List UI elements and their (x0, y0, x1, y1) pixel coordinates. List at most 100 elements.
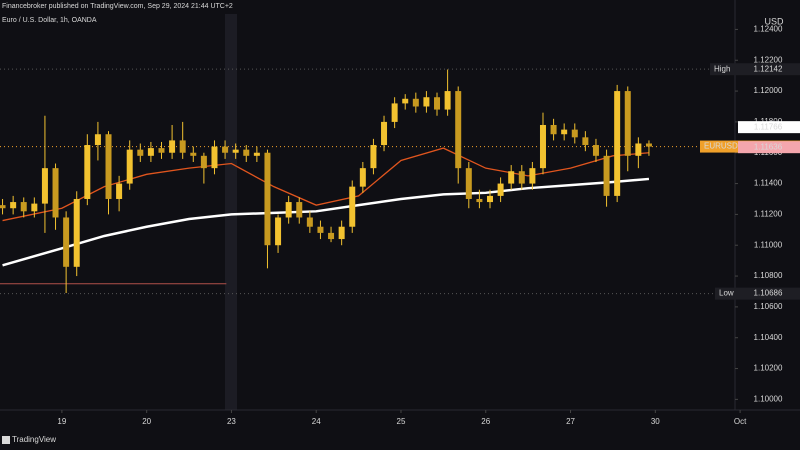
y-tick-label: 1.12400 (754, 25, 783, 34)
candle-body (444, 91, 451, 110)
candle-body (391, 103, 398, 122)
symbol: Euro / U.S. Dollar, 1h, OANDA (2, 17, 97, 24)
marker-text: Low (719, 289, 734, 298)
brand-logo (2, 436, 10, 444)
marker-text: EURUSD (704, 142, 738, 151)
candle-body (232, 149, 239, 153)
candle-body (126, 149, 133, 184)
candle-body (105, 134, 112, 199)
candle-body (317, 226, 324, 233)
candle-body (529, 168, 536, 184)
x-tick-label: 27 (566, 417, 575, 426)
x-tick-label: 23 (227, 417, 236, 426)
candle-body (571, 129, 578, 138)
candle-body (179, 140, 186, 153)
x-tick-label: 26 (481, 417, 490, 426)
x-tick-label: Oct (734, 417, 747, 426)
candle-body (275, 217, 282, 246)
candle-body (592, 145, 599, 156)
price-tag-value: 1.11766 (754, 122, 783, 131)
marker-tag (710, 63, 738, 76)
candle-body (328, 232, 335, 240)
candle-body (285, 202, 292, 218)
brand: TradingView (12, 435, 56, 444)
publisher: Financebroker published on TradingView.c… (2, 3, 233, 10)
candle-body (603, 155, 610, 196)
candle-body (222, 146, 229, 153)
price-tag-value: 1.11636 (754, 142, 783, 151)
candle-body (412, 98, 419, 107)
price-tag (738, 141, 800, 154)
candle-body (497, 183, 504, 196)
y-tick-label: 1.12200 (754, 55, 783, 64)
candle-body (306, 217, 313, 227)
candle-body (465, 168, 472, 199)
x-tick-label: 24 (312, 417, 321, 426)
candle-body (645, 143, 652, 147)
marker-tag (700, 140, 738, 153)
marker-value-bg (738, 287, 800, 300)
weekend-band (225, 14, 237, 410)
candle-body (41, 168, 48, 204)
candle-body (539, 124, 546, 169)
currency: USD (764, 16, 784, 26)
candle-body (73, 198, 80, 267)
y-tick-label: 1.11000 (754, 240, 783, 249)
y-tick-label: 1.10800 (754, 271, 783, 280)
candle-body (434, 97, 441, 110)
candle-body (0, 205, 6, 209)
x-tick-label: 20 (142, 417, 151, 426)
candle-body (253, 152, 260, 156)
y-tick-label: 1.12000 (754, 86, 783, 95)
candle-body (349, 186, 356, 227)
marker-text: High (714, 64, 730, 73)
candle-body (381, 121, 388, 146)
y-tick-label: 1.11200 (754, 210, 783, 219)
candle-body (518, 171, 525, 184)
marker-value-bg (738, 63, 800, 76)
candle-body (20, 202, 27, 212)
candle-body (147, 148, 154, 156)
y-tick-label: 1.10000 (754, 394, 783, 403)
candle-body (508, 171, 515, 184)
moving-average (2, 147, 650, 222)
moving-average (2, 177, 650, 267)
candle-body (94, 134, 101, 146)
candle-body (137, 149, 144, 156)
candle-body (200, 155, 207, 169)
candle-body (338, 226, 345, 240)
y-tick-label: 1.11400 (754, 179, 783, 188)
candle-body (635, 143, 642, 156)
x-tick-label: 30 (651, 417, 660, 426)
candle-body (84, 145, 91, 199)
y-tick-label: 1.10600 (754, 302, 783, 311)
candle-body (190, 152, 197, 156)
candle-body (158, 148, 165, 153)
candle-body (296, 202, 303, 218)
marker-tag (715, 287, 738, 300)
marker-value: 1.10686 (754, 289, 783, 298)
candle-body (52, 168, 59, 218)
candle-body (264, 152, 271, 246)
candle-body (243, 149, 250, 156)
candle-body (169, 140, 176, 153)
y-tick-label: 1.10200 (754, 364, 783, 373)
candle-body (582, 137, 589, 146)
candle-body (402, 98, 409, 104)
candle-body (614, 91, 621, 196)
candle-body (211, 146, 218, 169)
candle-body (370, 145, 377, 169)
marker-value: 1.12142 (754, 64, 783, 73)
candle-body (423, 97, 430, 107)
candle-body (561, 129, 568, 135)
candle-body (63, 217, 70, 267)
candle-body (455, 91, 462, 169)
x-tick-label: 25 (397, 417, 406, 426)
candle-body (31, 203, 38, 212)
candle-body (550, 124, 557, 135)
candle-body (359, 168, 366, 187)
candle-body (624, 91, 631, 156)
